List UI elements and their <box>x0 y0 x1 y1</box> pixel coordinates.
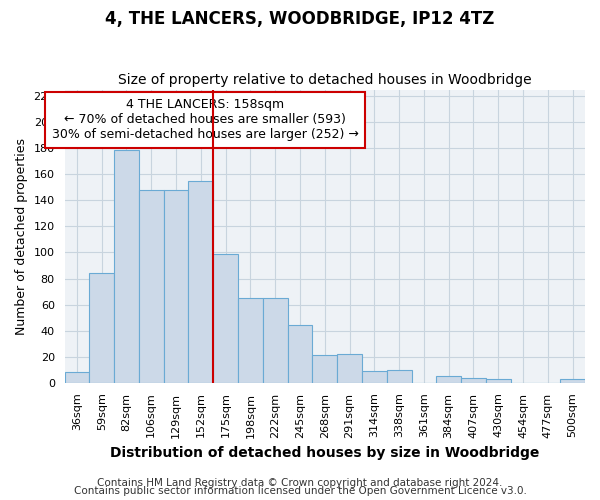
Bar <box>263 298 287 383</box>
Bar <box>238 298 263 383</box>
Bar <box>114 150 139 383</box>
Bar <box>313 356 337 383</box>
Bar <box>461 378 486 383</box>
Bar <box>362 371 387 383</box>
X-axis label: Distribution of detached houses by size in Woodbridge: Distribution of detached houses by size … <box>110 446 539 460</box>
Text: Contains public sector information licensed under the Open Government Licence v3: Contains public sector information licen… <box>74 486 526 496</box>
Bar <box>164 190 188 383</box>
Bar <box>387 370 412 383</box>
Bar <box>287 326 313 383</box>
Y-axis label: Number of detached properties: Number of detached properties <box>15 138 28 334</box>
Text: 4, THE LANCERS, WOODBRIDGE, IP12 4TZ: 4, THE LANCERS, WOODBRIDGE, IP12 4TZ <box>106 10 494 28</box>
Bar <box>560 379 585 383</box>
Bar <box>436 376 461 383</box>
Bar <box>89 274 114 383</box>
Text: Contains HM Land Registry data © Crown copyright and database right 2024.: Contains HM Land Registry data © Crown c… <box>97 478 503 488</box>
Bar <box>213 254 238 383</box>
Bar <box>65 372 89 383</box>
Text: 4 THE LANCERS: 158sqm
← 70% of detached houses are smaller (593)
30% of semi-det: 4 THE LANCERS: 158sqm ← 70% of detached … <box>52 98 358 142</box>
Title: Size of property relative to detached houses in Woodbridge: Size of property relative to detached ho… <box>118 73 532 87</box>
Bar <box>188 181 213 383</box>
Bar <box>139 190 164 383</box>
Bar <box>337 354 362 383</box>
Bar <box>486 379 511 383</box>
